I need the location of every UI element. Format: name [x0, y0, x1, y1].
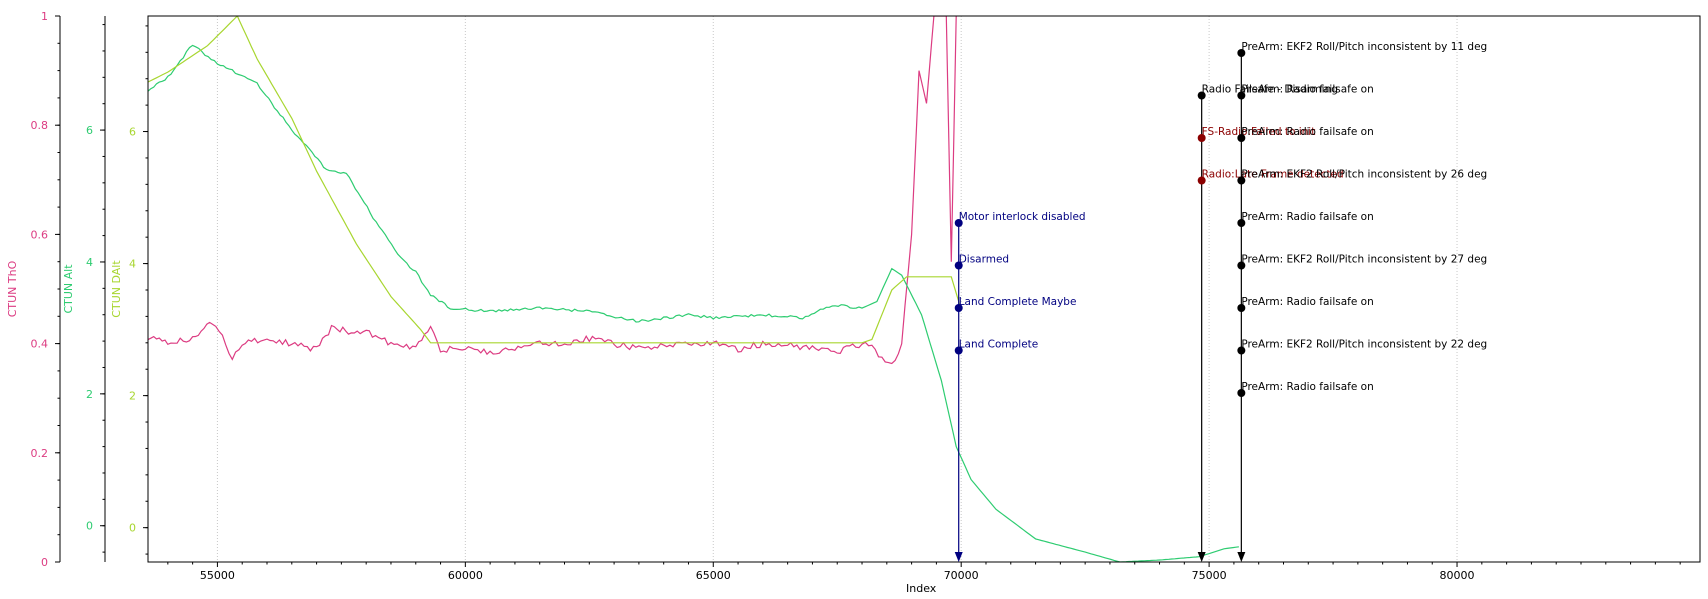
event-label: PreArm: EKF2 Roll/Pitch inconsistent by …: [1241, 41, 1487, 53]
event-marker[interactable]: [1237, 389, 1246, 397]
event-marker[interactable]: [954, 219, 963, 227]
event-marker[interactable]: [1237, 304, 1246, 312]
plot-frame: [147, 15, 1701, 563]
alt-tick-label: 6: [86, 124, 93, 137]
event-arrowhead: [1197, 552, 1206, 562]
dalt-tick-label: 0: [129, 522, 136, 535]
x-axis-label: Index: [906, 582, 937, 595]
event-marker[interactable]: [1197, 134, 1206, 142]
tho-tick-label: 0: [41, 556, 48, 569]
series-line-tho: [148, 16, 957, 365]
event-marker[interactable]: [1237, 134, 1246, 142]
series-line-alt: [148, 44, 1239, 562]
event-label: Radio:Late Frame detected: [1202, 169, 1344, 181]
event-label: PreArm: EKF2 Roll/Pitch inconsistent by …: [1241, 254, 1487, 266]
axes-layer: 55000 60000 65000 70000 75000 80000 0 0.2 0.4 0.6…: [6, 10, 1701, 582]
events-layer: Motor interlock disabled Disarmed Land Com…: [954, 41, 1487, 562]
event-marker[interactable]: [1197, 176, 1206, 185]
event-label: PreArm: Radio failsafe on: [1241, 126, 1373, 138]
alt-axis-label: CTUN Alt: [62, 264, 75, 314]
dalt-tick-label: 2: [129, 390, 136, 403]
x-tick-label: 55000: [200, 569, 235, 582]
tho-tick-label: 1: [41, 10, 48, 23]
alt-tick-label: 4: [86, 256, 93, 269]
event-marker[interactable]: [954, 304, 963, 312]
event-label: PreArm: Radio failsafe on: [1241, 211, 1373, 223]
series-layer: [148, 16, 1239, 562]
event-label: Motor interlock disabled: [959, 211, 1086, 223]
event-label: PreArm: Radio failsafe on: [1241, 381, 1373, 393]
tho-tick-label: 0.4: [31, 338, 49, 351]
event-arrowhead: [1237, 552, 1246, 562]
alt-tick-label: 2: [86, 388, 93, 401]
dalt-tick-label: 4: [129, 258, 136, 271]
event-marker[interactable]: [954, 261, 963, 270]
dalt-axis-label: CTUN DAlt: [110, 260, 123, 318]
event-label: PreArm: EKF2 Roll/Pitch inconsistent by …: [1241, 169, 1487, 181]
event-marker[interactable]: [1237, 261, 1246, 270]
x-tick-label: 60000: [448, 569, 483, 582]
event-marker[interactable]: [1197, 91, 1206, 100]
event-marker[interactable]: [1237, 176, 1246, 185]
grid-layer: [216, 16, 1458, 562]
event-label: Land Complete Maybe: [959, 296, 1077, 308]
event-label: PreArm: Radio failsafe on: [1241, 296, 1373, 308]
event-label: PreArm: EKF2 Roll/Pitch inconsistent by …: [1241, 339, 1487, 351]
tho-tick-label: 0.2: [31, 447, 49, 460]
event-marker[interactable]: [1237, 49, 1246, 57]
dalt-tick-label: 6: [129, 126, 136, 139]
tho-tick-label: 0.6: [31, 228, 49, 241]
x-tick-label: 65000: [696, 569, 731, 582]
tho-tick-label: 0.8: [31, 119, 49, 132]
event-marker[interactable]: [1237, 219, 1246, 227]
event-marker[interactable]: [1237, 91, 1246, 100]
event-label: PreArm: Radio failsafe on: [1241, 84, 1373, 96]
tho-axis-label: CTUN ThO: [6, 260, 19, 317]
event-arrowhead: [954, 552, 963, 562]
event-marker[interactable]: [954, 346, 963, 355]
event-label: FS-Radio:Failed to init: [1202, 126, 1316, 138]
series-line-dalt: [148, 16, 962, 344]
event-label: Radio Failsafe - Disarming: [1202, 84, 1338, 96]
event-label: Disarmed: [959, 254, 1009, 266]
event-marker[interactable]: [1237, 346, 1246, 355]
x-tick-label: 80000: [1440, 569, 1475, 582]
x-tick-label: 75000: [1192, 569, 1227, 582]
alt-tick-label: 0: [86, 520, 93, 533]
event-label: Land Complete: [959, 339, 1039, 351]
x-tick-label: 70000: [944, 569, 979, 582]
